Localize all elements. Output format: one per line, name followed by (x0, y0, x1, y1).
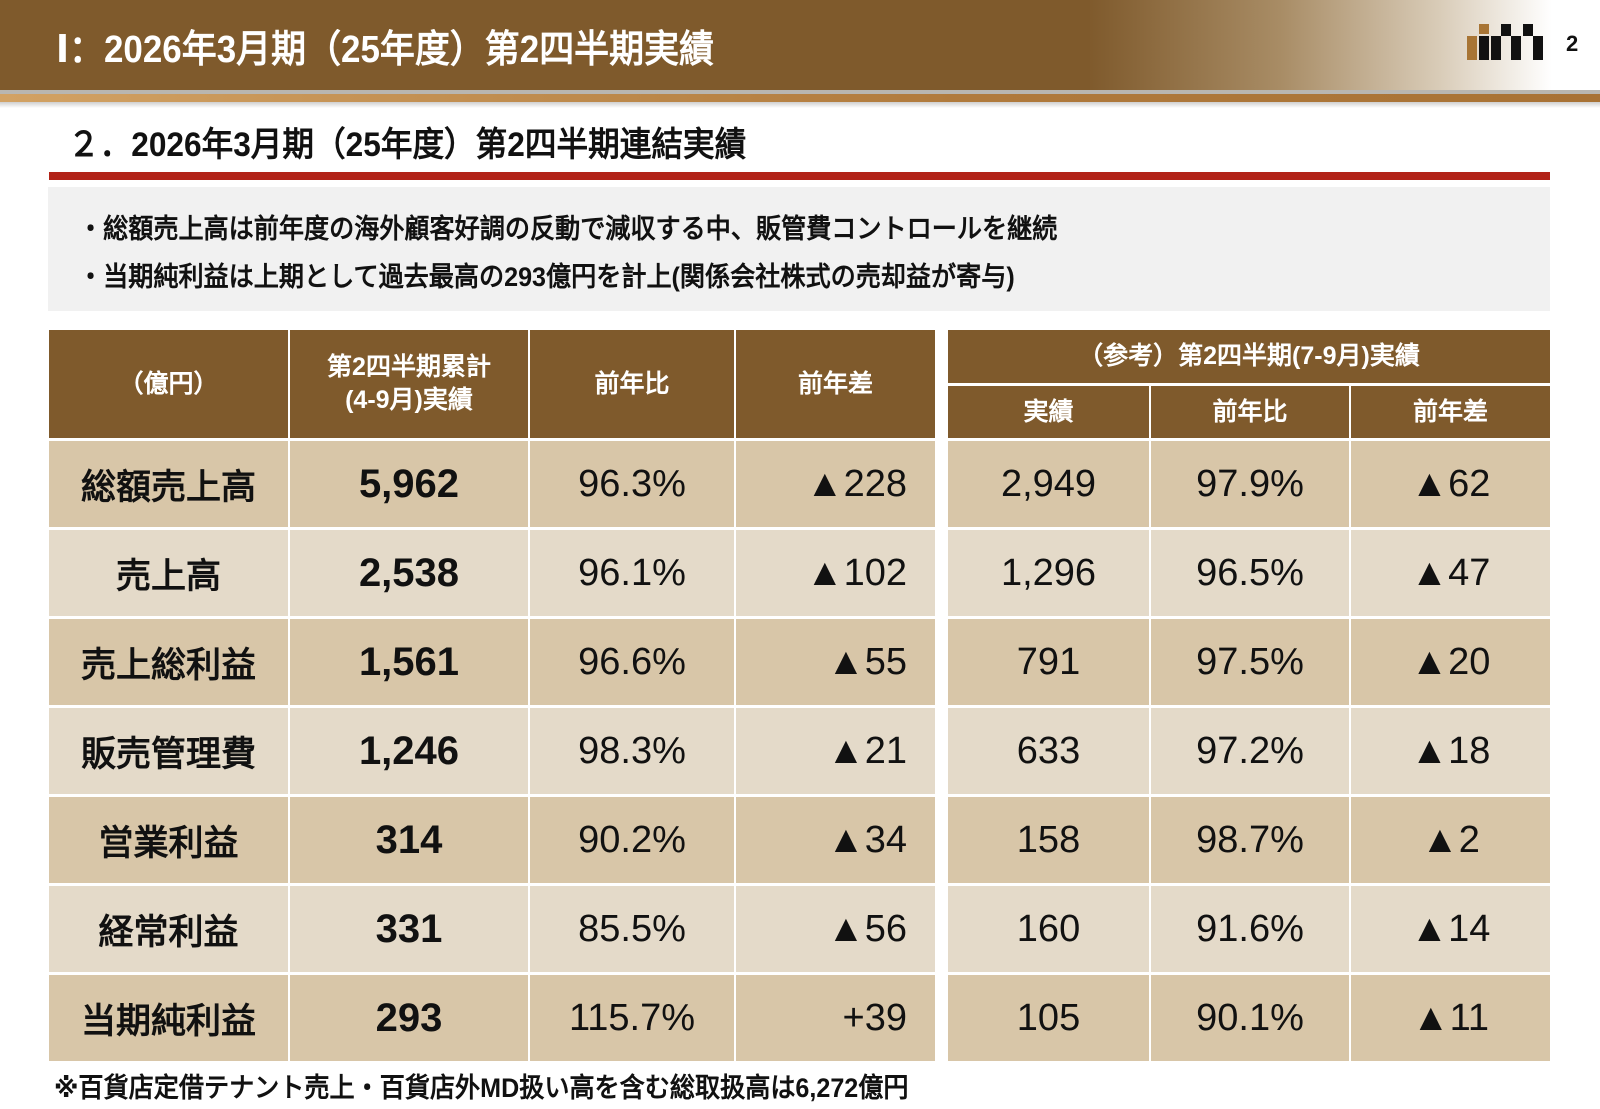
table-row: 791 97.5% ▲20 (948, 619, 1551, 708)
quarter-yoy-diff: ▲14 (1351, 886, 1551, 975)
table-row: 経常利益 331 85.5% ▲56 (49, 886, 935, 975)
cumulative-actual: 1,561 (290, 619, 530, 708)
row-label: 総額売上高 (49, 441, 290, 530)
page-number: 2 (1566, 31, 1579, 56)
cumulative-results-table: （億円） 第2四半期累計 (4-9月)実績 前年比 前年差 総額売上高 5,96… (49, 330, 935, 1064)
quarter-yoy-ratio: 97.9% (1151, 441, 1351, 530)
yoy-diff: ▲34 (736, 797, 935, 886)
cumulative-actual-header: 第2四半期累計 (4-9月)実績 (290, 330, 530, 441)
quarter-yoy-ratio: 97.5% (1151, 619, 1351, 708)
yoy-diff: ▲21 (736, 708, 935, 797)
section-title: ２．2026年3月期（25年度）第2四半期連結実績 (68, 126, 747, 164)
row-label: 経常利益 (49, 886, 290, 975)
table-row: 当期純利益 293 115.7% +39 (49, 975, 935, 1064)
row-label: 売上高 (49, 530, 290, 619)
yoy-ratio: 96.6% (530, 619, 736, 708)
row-label: 営業利益 (49, 797, 290, 886)
quarter-actual: 633 (948, 708, 1151, 797)
header-divider-gold (0, 94, 1600, 102)
yoy-diff: ▲55 (736, 619, 935, 708)
company-logo-icon (1467, 24, 1543, 60)
table-row: 105 90.1% ▲11 (948, 975, 1551, 1064)
footnote: ※百貨店定借テナント売上・百貨店外MD扱い高を含む総取扱高は6,272億円 (54, 1073, 909, 1103)
yoy-ratio: 85.5% (530, 886, 736, 975)
header-divider-shadow (0, 102, 1600, 108)
quarter-yoy-diff: ▲62 (1351, 441, 1551, 530)
yoy-ratio: 98.3% (530, 708, 736, 797)
cumulative-actual: 331 (290, 886, 530, 975)
cumulative-actual: 1,246 (290, 708, 530, 797)
quarter-yoy-diff: ▲20 (1351, 619, 1551, 708)
quarter-yoy-diff: ▲11 (1351, 975, 1551, 1064)
ref-yoy-ratio-header: 前年比 (1151, 386, 1351, 441)
row-label: 売上総利益 (49, 619, 290, 708)
cumulative-actual: 314 (290, 797, 530, 886)
table-row: 2,949 97.9% ▲62 (948, 441, 1551, 530)
quarter-yoy-ratio: 96.5% (1151, 530, 1351, 619)
quarter-yoy-ratio: 91.6% (1151, 886, 1351, 975)
row-label: 販売管理費 (49, 708, 290, 797)
table-row: 総額売上高 5,962 96.3% ▲228 (49, 441, 935, 530)
yoy-ratio-header: 前年比 (530, 330, 736, 441)
quarter-actual: 158 (948, 797, 1151, 886)
ref-yoy-diff-header: 前年差 (1351, 386, 1551, 441)
quarter-actual: 160 (948, 886, 1151, 975)
header-bar: Ⅰ：2026年3月期（25年度）第2四半期実績 2 (0, 0, 1600, 90)
cumulative-header-line2: (4-9月)実績 (345, 386, 473, 414)
summary-box: ・総額売上高は前年度の海外顧客好調の反動で減収する中、販管費コントロールを継続 … (48, 187, 1550, 311)
table-row: 販売管理費 1,246 98.3% ▲21 (49, 708, 935, 797)
quarter-actual: 2,949 (948, 441, 1151, 530)
yoy-ratio: 96.1% (530, 530, 736, 619)
table-row: 売上総利益 1,561 96.6% ▲55 (49, 619, 935, 708)
table-row: 633 97.2% ▲18 (948, 708, 1551, 797)
reference-quarter-header: （参考）第2四半期(7-9月)実績 (948, 330, 1551, 386)
summary-bullet: ・総額売上高は前年度の海外顧客好調の反動で減収する中、販管費コントロールを継続 (78, 214, 1058, 244)
quarter-yoy-ratio: 90.1% (1151, 975, 1351, 1064)
quarter-actual: 105 (948, 975, 1151, 1064)
summary-bullet: ・当期純利益は上期として過去最高の293億円を計上(関係会社株式の売却益が寄与) (78, 262, 1015, 292)
quarter-actual: 791 (948, 619, 1151, 708)
cumulative-header-line1: 第2四半期累計 (327, 353, 491, 381)
section-title-underline (49, 172, 1550, 180)
table-row: 158 98.7% ▲2 (948, 797, 1551, 886)
cumulative-actual: 293 (290, 975, 530, 1064)
yoy-diff: +39 (736, 975, 935, 1064)
unit-header: （億円） (49, 330, 290, 441)
table-row: 160 91.6% ▲14 (948, 886, 1551, 975)
ref-actual-header: 実績 (948, 386, 1151, 441)
quarter-yoy-diff: ▲47 (1351, 530, 1551, 619)
table-row: 売上高 2,538 96.1% ▲102 (49, 530, 935, 619)
quarter-actual: 1,296 (948, 530, 1151, 619)
yoy-ratio: 115.7% (530, 975, 736, 1064)
cumulative-actual: 2,538 (290, 530, 530, 619)
row-label: 当期純利益 (49, 975, 290, 1064)
slide-title: Ⅰ：2026年3月期（25年度）第2四半期実績 (56, 29, 715, 71)
table-row: 営業利益 314 90.2% ▲34 (49, 797, 935, 886)
quarter-yoy-diff: ▲18 (1351, 708, 1551, 797)
yoy-diff: ▲102 (736, 530, 935, 619)
quarter-yoy-diff: ▲2 (1351, 797, 1551, 886)
table-row: 1,296 96.5% ▲47 (948, 530, 1551, 619)
yoy-diff: ▲56 (736, 886, 935, 975)
reference-quarter-table: （参考）第2四半期(7-9月)実績 実績 前年比 前年差 2,949 97.9%… (948, 330, 1551, 1064)
yoy-diff-header: 前年差 (736, 330, 935, 441)
quarter-yoy-ratio: 98.7% (1151, 797, 1351, 886)
yoy-ratio: 96.3% (530, 441, 736, 530)
yoy-ratio: 90.2% (530, 797, 736, 886)
quarter-yoy-ratio: 97.2% (1151, 708, 1351, 797)
header-divider-gray (0, 90, 1600, 94)
cumulative-actual: 5,962 (290, 441, 530, 530)
yoy-diff: ▲228 (736, 441, 935, 530)
